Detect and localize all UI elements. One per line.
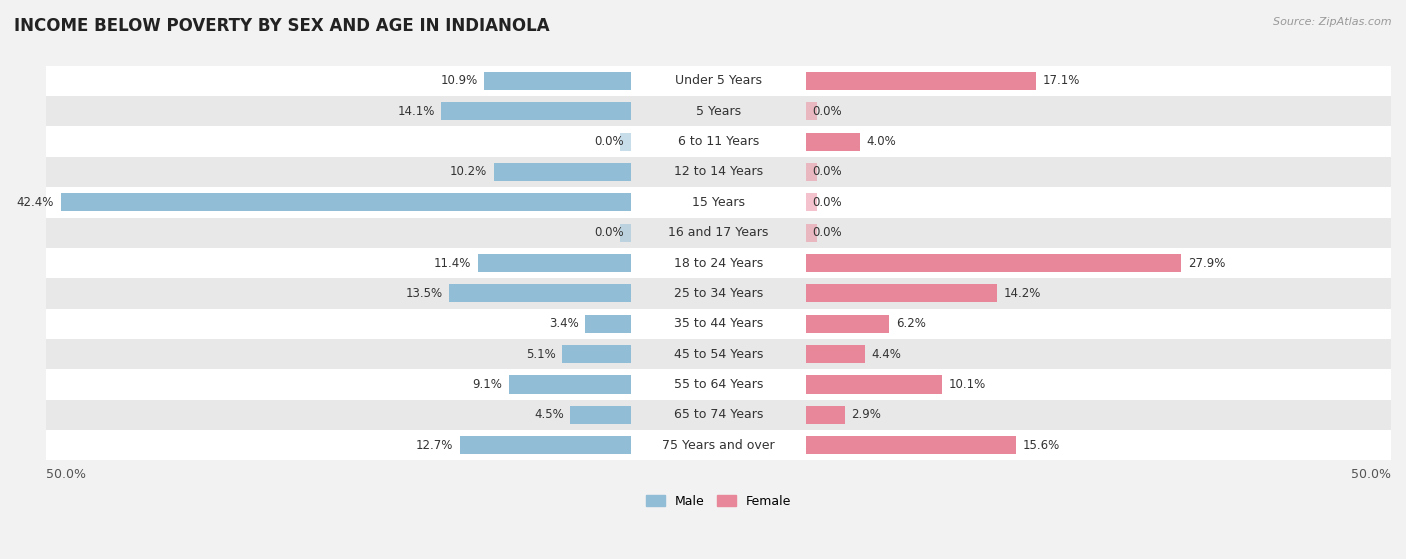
Text: 12 to 14 Years: 12 to 14 Years xyxy=(673,165,763,178)
Text: Source: ZipAtlas.com: Source: ZipAtlas.com xyxy=(1274,17,1392,27)
Bar xyxy=(450,285,631,302)
Legend: Male, Female: Male, Female xyxy=(641,490,796,513)
Bar xyxy=(806,406,845,424)
Text: 10.2%: 10.2% xyxy=(450,165,486,178)
Text: INCOME BELOW POVERTY BY SEX AND AGE IN INDIANOLA: INCOME BELOW POVERTY BY SEX AND AGE IN I… xyxy=(14,17,550,35)
Text: 18 to 24 Years: 18 to 24 Years xyxy=(673,257,763,269)
Text: 75 Years and over: 75 Years and over xyxy=(662,439,775,452)
Bar xyxy=(46,278,1391,309)
Text: 5.1%: 5.1% xyxy=(526,348,555,361)
Text: 0.0%: 0.0% xyxy=(813,165,842,178)
Text: 10.9%: 10.9% xyxy=(440,74,478,87)
Bar xyxy=(441,102,631,120)
Bar xyxy=(46,217,1391,248)
Text: 25 to 34 Years: 25 to 34 Years xyxy=(673,287,763,300)
Text: 14.1%: 14.1% xyxy=(398,105,434,118)
Bar xyxy=(806,102,817,120)
Text: 0.0%: 0.0% xyxy=(813,226,842,239)
Text: 0.0%: 0.0% xyxy=(813,196,842,209)
Bar xyxy=(46,96,1391,126)
Text: 4.0%: 4.0% xyxy=(866,135,896,148)
Text: 27.9%: 27.9% xyxy=(1188,257,1225,269)
Text: 45 to 54 Years: 45 to 54 Years xyxy=(673,348,763,361)
Text: 0.0%: 0.0% xyxy=(595,226,624,239)
Bar xyxy=(620,132,631,151)
Bar xyxy=(806,375,942,394)
Text: 10.1%: 10.1% xyxy=(949,378,986,391)
Text: 42.4%: 42.4% xyxy=(17,196,53,209)
Bar xyxy=(460,436,631,454)
Bar xyxy=(60,193,631,211)
Text: 6.2%: 6.2% xyxy=(896,317,927,330)
Text: 4.4%: 4.4% xyxy=(872,348,901,361)
Bar xyxy=(509,375,631,394)
Text: 50.0%: 50.0% xyxy=(46,468,86,481)
Text: 2.9%: 2.9% xyxy=(852,408,882,421)
Bar xyxy=(46,369,1391,400)
Bar xyxy=(585,315,631,333)
Text: 65 to 74 Years: 65 to 74 Years xyxy=(673,408,763,421)
Text: 0.0%: 0.0% xyxy=(595,135,624,148)
Bar xyxy=(484,72,631,90)
Text: 4.5%: 4.5% xyxy=(534,408,564,421)
Bar xyxy=(46,187,1391,217)
Text: 17.1%: 17.1% xyxy=(1043,74,1080,87)
Bar xyxy=(806,285,997,302)
Text: 15 Years: 15 Years xyxy=(692,196,745,209)
Bar xyxy=(46,309,1391,339)
Text: 9.1%: 9.1% xyxy=(472,378,502,391)
Bar xyxy=(46,400,1391,430)
Text: 55 to 64 Years: 55 to 64 Years xyxy=(673,378,763,391)
Text: 5 Years: 5 Years xyxy=(696,105,741,118)
Bar xyxy=(806,193,817,211)
Text: 6 to 11 Years: 6 to 11 Years xyxy=(678,135,759,148)
Bar xyxy=(806,163,817,181)
Bar xyxy=(46,339,1391,369)
Bar xyxy=(478,254,631,272)
Bar xyxy=(806,254,1181,272)
Text: 3.4%: 3.4% xyxy=(548,317,578,330)
Bar xyxy=(562,345,631,363)
Bar xyxy=(46,248,1391,278)
Text: 50.0%: 50.0% xyxy=(1351,468,1391,481)
Bar xyxy=(46,66,1391,96)
Bar xyxy=(806,72,1036,90)
Text: 15.6%: 15.6% xyxy=(1022,439,1060,452)
Bar xyxy=(806,132,859,151)
Bar xyxy=(806,345,865,363)
Text: 35 to 44 Years: 35 to 44 Years xyxy=(673,317,763,330)
Bar xyxy=(494,163,631,181)
Text: 16 and 17 Years: 16 and 17 Years xyxy=(668,226,769,239)
Bar xyxy=(571,406,631,424)
Text: 11.4%: 11.4% xyxy=(433,257,471,269)
Text: 13.5%: 13.5% xyxy=(405,287,443,300)
Text: Under 5 Years: Under 5 Years xyxy=(675,74,762,87)
Bar xyxy=(46,430,1391,460)
Bar xyxy=(46,126,1391,157)
Text: 0.0%: 0.0% xyxy=(813,105,842,118)
Bar xyxy=(46,157,1391,187)
Bar xyxy=(806,224,817,242)
Bar xyxy=(806,436,1015,454)
Bar xyxy=(806,315,889,333)
Text: 14.2%: 14.2% xyxy=(1004,287,1040,300)
Bar xyxy=(620,224,631,242)
Text: 12.7%: 12.7% xyxy=(416,439,453,452)
